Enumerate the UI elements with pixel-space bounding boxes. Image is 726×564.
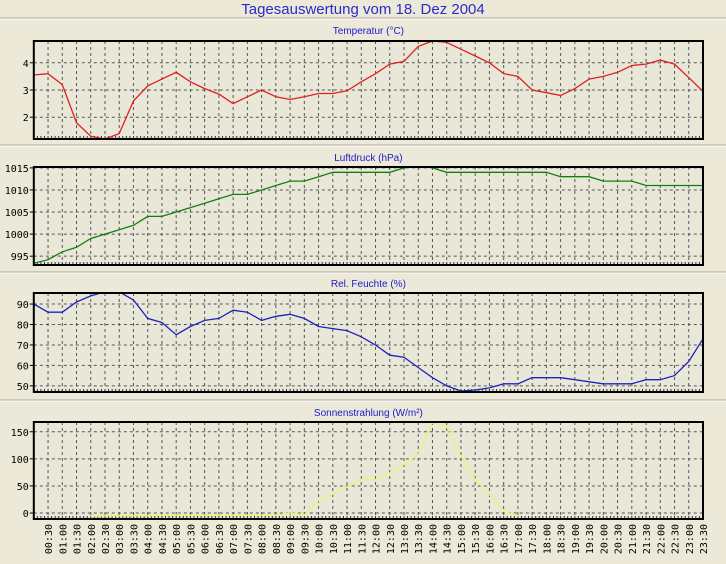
x-tick-label: 04:30 [158, 524, 169, 554]
page-title: Tagesauswertung vom 18. Dez 2004 [241, 1, 485, 18]
x-tick-label: 10:30 [329, 524, 340, 554]
y-tick-label: 70 [17, 341, 29, 352]
x-tick-label: 09:00 [286, 524, 297, 554]
x-tick-label: 12:00 [372, 524, 383, 554]
y-tick-label: 1015 [5, 164, 29, 175]
y-tick-label: 995 [11, 252, 29, 263]
y-tick-label: 4 [23, 59, 29, 70]
series-line [33, 293, 704, 392]
x-tick-label: 01:00 [58, 524, 69, 554]
plot-area [33, 293, 704, 392]
x-tick-label: 19:30 [585, 524, 596, 554]
y-tick-label: 80 [17, 321, 29, 332]
y-tick-label: 3 [23, 86, 29, 97]
y-tick-label: 0 [23, 509, 29, 520]
x-tick-label: 07:30 [243, 524, 254, 554]
y-tick-label: 90 [17, 300, 29, 311]
plot-area [33, 167, 704, 265]
x-tick-label: 00:30 [44, 524, 55, 554]
y-tick-label: 100 [11, 455, 29, 466]
chart-title: Temperatur (°C) [333, 26, 404, 37]
chart-title: Luftdruck (hPa) [334, 153, 402, 164]
x-tick-label: 03:30 [129, 524, 140, 554]
y-tick-label: 50 [17, 482, 29, 493]
plot-area [33, 41, 704, 139]
plot-frame [32, 40, 705, 140]
x-tick-label: 16:30 [500, 524, 511, 554]
x-tick-label: 20:30 [614, 524, 625, 554]
series-line [33, 167, 703, 264]
y-tick-label: 1010 [5, 186, 29, 197]
x-tick-label: 09:30 [300, 524, 311, 554]
x-tick-label: 18:30 [557, 524, 568, 554]
plot-frame [32, 292, 705, 393]
x-tick-label: 02:30 [101, 524, 112, 554]
chart-title: Sonnenstrahlung (W/m²) [314, 408, 423, 419]
x-tick-label: 16:00 [485, 524, 496, 554]
x-tick-label: 17:30 [528, 524, 539, 554]
x-tick-label: 22:30 [671, 524, 682, 554]
chart-title: Rel. Feuchte (%) [331, 279, 406, 290]
x-tick-label: 18:00 [542, 524, 553, 554]
series-line [33, 41, 704, 139]
y-tick-label: 1000 [5, 230, 29, 241]
x-tick-label: 03:00 [115, 524, 126, 554]
x-tick-label: 23:00 [685, 524, 696, 554]
x-tick-label: 14:00 [428, 524, 439, 554]
x-tick-label: 21:00 [628, 524, 639, 554]
y-tick-label: 50 [17, 382, 29, 393]
x-tick-label: 15:00 [457, 524, 468, 554]
x-tick-label: 11:30 [357, 524, 368, 554]
y-tick-label: 1005 [5, 208, 29, 219]
x-tick-label: 06:30 [215, 524, 226, 554]
x-tick-label: 13:00 [400, 524, 411, 554]
x-tick-label: 07:00 [229, 524, 240, 554]
plot-frame [32, 421, 705, 520]
x-tick-label: 04:00 [144, 524, 155, 554]
x-tick-label: 05:30 [186, 524, 197, 554]
x-tick-label: 17:00 [514, 524, 525, 554]
chart-panel-4: Sonnenstrahlung (W/m²) 0 50 100 150 [11, 408, 705, 520]
x-tick-label: 15:30 [471, 524, 482, 554]
y-tick-label: 2 [23, 113, 29, 124]
x-tick-label: 12:30 [386, 524, 397, 554]
x-tick-label: 22:00 [656, 524, 667, 554]
x-tick-label: 20:00 [599, 524, 610, 554]
x-tick-label: 05:00 [172, 524, 183, 554]
x-tick-label: 06:00 [201, 524, 212, 554]
x-tick-label: 08:00 [258, 524, 269, 554]
y-tick-label: 150 [11, 428, 29, 439]
x-tick-label: 10:00 [315, 524, 326, 554]
chart-panel-1: Temperatur (°C) 2 3 4 [23, 26, 705, 140]
x-tick-label: 13:30 [414, 524, 425, 554]
x-tick-label: 14:30 [443, 524, 454, 554]
plot-frame [32, 166, 705, 266]
chart-panel-3: Rel. Feuchte (%) 50 60 70 80 90 [17, 279, 705, 393]
y-tick-label: 60 [17, 361, 29, 372]
x-tick-label: 21:30 [642, 524, 653, 554]
x-tick-label: 11:00 [343, 524, 354, 554]
x-tick-label: 08:30 [272, 524, 283, 554]
plot-area [33, 422, 704, 519]
x-tick-label: 01:30 [73, 524, 84, 554]
x-tick-label: 02:00 [87, 524, 98, 554]
x-tick-label: 23:30 [699, 524, 710, 554]
chart-panel-2: Luftdruck (hPa) 995 1000 1005 1010 1015 [5, 153, 705, 266]
x-tick-label: 19:00 [571, 524, 582, 554]
